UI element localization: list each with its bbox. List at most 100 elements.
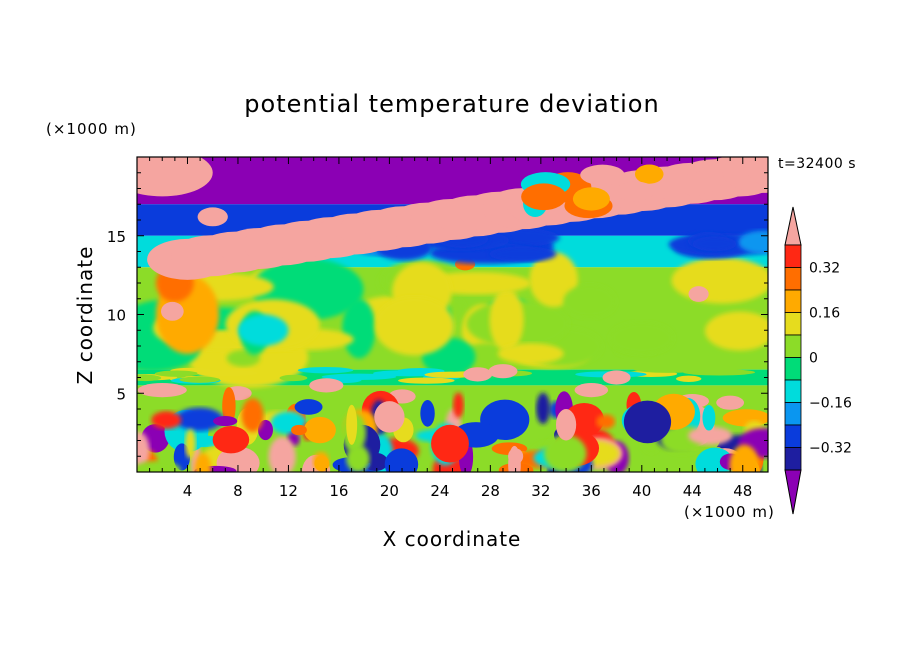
heatmap-cell bbox=[431, 424, 469, 463]
heatmap-cell bbox=[424, 371, 477, 378]
heatmap-cell bbox=[297, 367, 354, 374]
heatmap-cell bbox=[623, 400, 672, 444]
colorbar-swatch bbox=[784, 402, 802, 426]
heatmap-cell bbox=[175, 407, 224, 431]
heatmap-cell bbox=[746, 157, 768, 187]
heatmap-cell bbox=[675, 375, 702, 382]
heatmap-cell bbox=[634, 366, 703, 373]
heatmap-cell bbox=[453, 392, 464, 418]
y-axis-label: Z coordinate bbox=[73, 246, 97, 385]
heatmap-cell bbox=[488, 364, 518, 379]
x-tick-label: 12 bbox=[279, 482, 298, 500]
heatmap-cell bbox=[489, 246, 557, 262]
x-tick-label: 48 bbox=[733, 482, 752, 500]
colorbar-label: −0.32 bbox=[809, 441, 852, 457]
heatmap-cell bbox=[384, 448, 419, 472]
colorbar-label: 0.16 bbox=[809, 306, 840, 322]
heatmap-cell bbox=[529, 252, 578, 308]
y-tick-label: 10 bbox=[107, 307, 126, 325]
heatmap-cell bbox=[692, 236, 737, 252]
heatmap-cell bbox=[154, 370, 199, 377]
heatmap-cell bbox=[213, 416, 238, 427]
x-axis: 4 8 12 16 20 24 28 32 36 40 44 48 bbox=[149, 157, 756, 500]
time-label: t=32400 s bbox=[778, 156, 856, 172]
heatmap-cell bbox=[680, 172, 710, 197]
heatmap-cell bbox=[722, 409, 768, 427]
heatmap-cell bbox=[279, 374, 308, 382]
y-tick-label: 15 bbox=[107, 228, 126, 246]
heatmap-cell bbox=[521, 183, 567, 211]
heatmap-cell bbox=[303, 416, 336, 444]
colorbar-swatch bbox=[784, 357, 802, 381]
heatmap-cell bbox=[729, 444, 760, 472]
heatmap-cell bbox=[258, 419, 273, 441]
heatmap-cell bbox=[702, 404, 716, 431]
x-tick-label: 24 bbox=[430, 482, 449, 500]
heatmap-cell bbox=[291, 424, 307, 436]
colorbar: 0.32 0.16 0 −0.16 −0.32 bbox=[784, 206, 852, 515]
heatmap-cell bbox=[574, 383, 609, 398]
heatmap-cell bbox=[194, 452, 212, 472]
heatmap-cell bbox=[463, 367, 493, 382]
colorbar-label: 0 bbox=[809, 351, 818, 367]
x-tick-label: 16 bbox=[329, 482, 348, 500]
heatmap-cell bbox=[688, 286, 709, 302]
heatmap-cell bbox=[212, 426, 250, 454]
x-tick-label: 36 bbox=[582, 482, 601, 500]
heatmap-cell bbox=[237, 314, 289, 346]
colorbar-swatch bbox=[784, 424, 802, 448]
heatmap-cell bbox=[185, 428, 196, 459]
heatmap-cell bbox=[596, 414, 616, 429]
y-axis: 5 10 15 bbox=[107, 172, 768, 457]
x-tick-label: 40 bbox=[632, 482, 651, 500]
colorbar-min-arrow bbox=[784, 469, 802, 515]
heatmap-cell bbox=[704, 311, 768, 351]
heatmap-cell bbox=[137, 383, 187, 398]
heatmap-cell bbox=[580, 164, 625, 186]
x-tick-label: 8 bbox=[233, 482, 243, 500]
colorbar-label: 0.32 bbox=[809, 261, 840, 277]
heatmap-cell bbox=[508, 448, 524, 465]
colorbar-max-arrow bbox=[784, 206, 802, 246]
x-tick-label: 20 bbox=[380, 482, 399, 500]
colorbar-swatch bbox=[784, 334, 802, 358]
x-tick-label: 4 bbox=[183, 482, 193, 500]
heatmap-cell bbox=[420, 400, 435, 427]
heatmap-cell bbox=[602, 370, 631, 385]
heatmap bbox=[137, 157, 768, 472]
heatmap-cell bbox=[536, 392, 550, 425]
heatmap-cell bbox=[179, 376, 221, 383]
heatmap-cell bbox=[197, 207, 228, 227]
colorbar-swatch bbox=[784, 267, 802, 291]
heatmap-cell bbox=[196, 369, 258, 377]
x-tick-label: 44 bbox=[683, 482, 702, 500]
heatmap-cell bbox=[688, 426, 733, 445]
heatmap-cell bbox=[309, 378, 344, 393]
heatmap-cell bbox=[716, 395, 745, 410]
x-unit-label: (×1000 m) bbox=[684, 503, 775, 521]
heatmap-cell bbox=[610, 322, 674, 354]
heatmap-cell bbox=[241, 398, 264, 433]
x-axis-label: X coordinate bbox=[383, 527, 522, 551]
heatmap-cell bbox=[543, 434, 587, 472]
heatmap-cell bbox=[222, 387, 236, 426]
x-tick-label: 28 bbox=[481, 482, 500, 500]
heatmap-cell bbox=[761, 462, 768, 472]
heatmap-cell bbox=[342, 298, 376, 359]
heatmap-cell bbox=[268, 436, 296, 472]
colorbar-swatch bbox=[784, 244, 802, 268]
y-unit-label: (×1000 m) bbox=[46, 120, 137, 138]
heatmap-cell bbox=[313, 451, 330, 472]
colorbar-swatch bbox=[784, 312, 802, 336]
heatmap-cell bbox=[346, 445, 370, 472]
colorbar-label: −0.16 bbox=[809, 396, 852, 412]
heatmap-cell bbox=[374, 296, 455, 356]
heatmap-cell bbox=[374, 401, 405, 433]
heatmap-cell bbox=[634, 164, 664, 184]
heatmap-cell bbox=[137, 374, 162, 382]
y-tick-label: 5 bbox=[116, 385, 126, 403]
heatmap-cell bbox=[489, 288, 524, 352]
heatmap-cell bbox=[398, 377, 455, 384]
heatmap-cell bbox=[563, 284, 616, 318]
